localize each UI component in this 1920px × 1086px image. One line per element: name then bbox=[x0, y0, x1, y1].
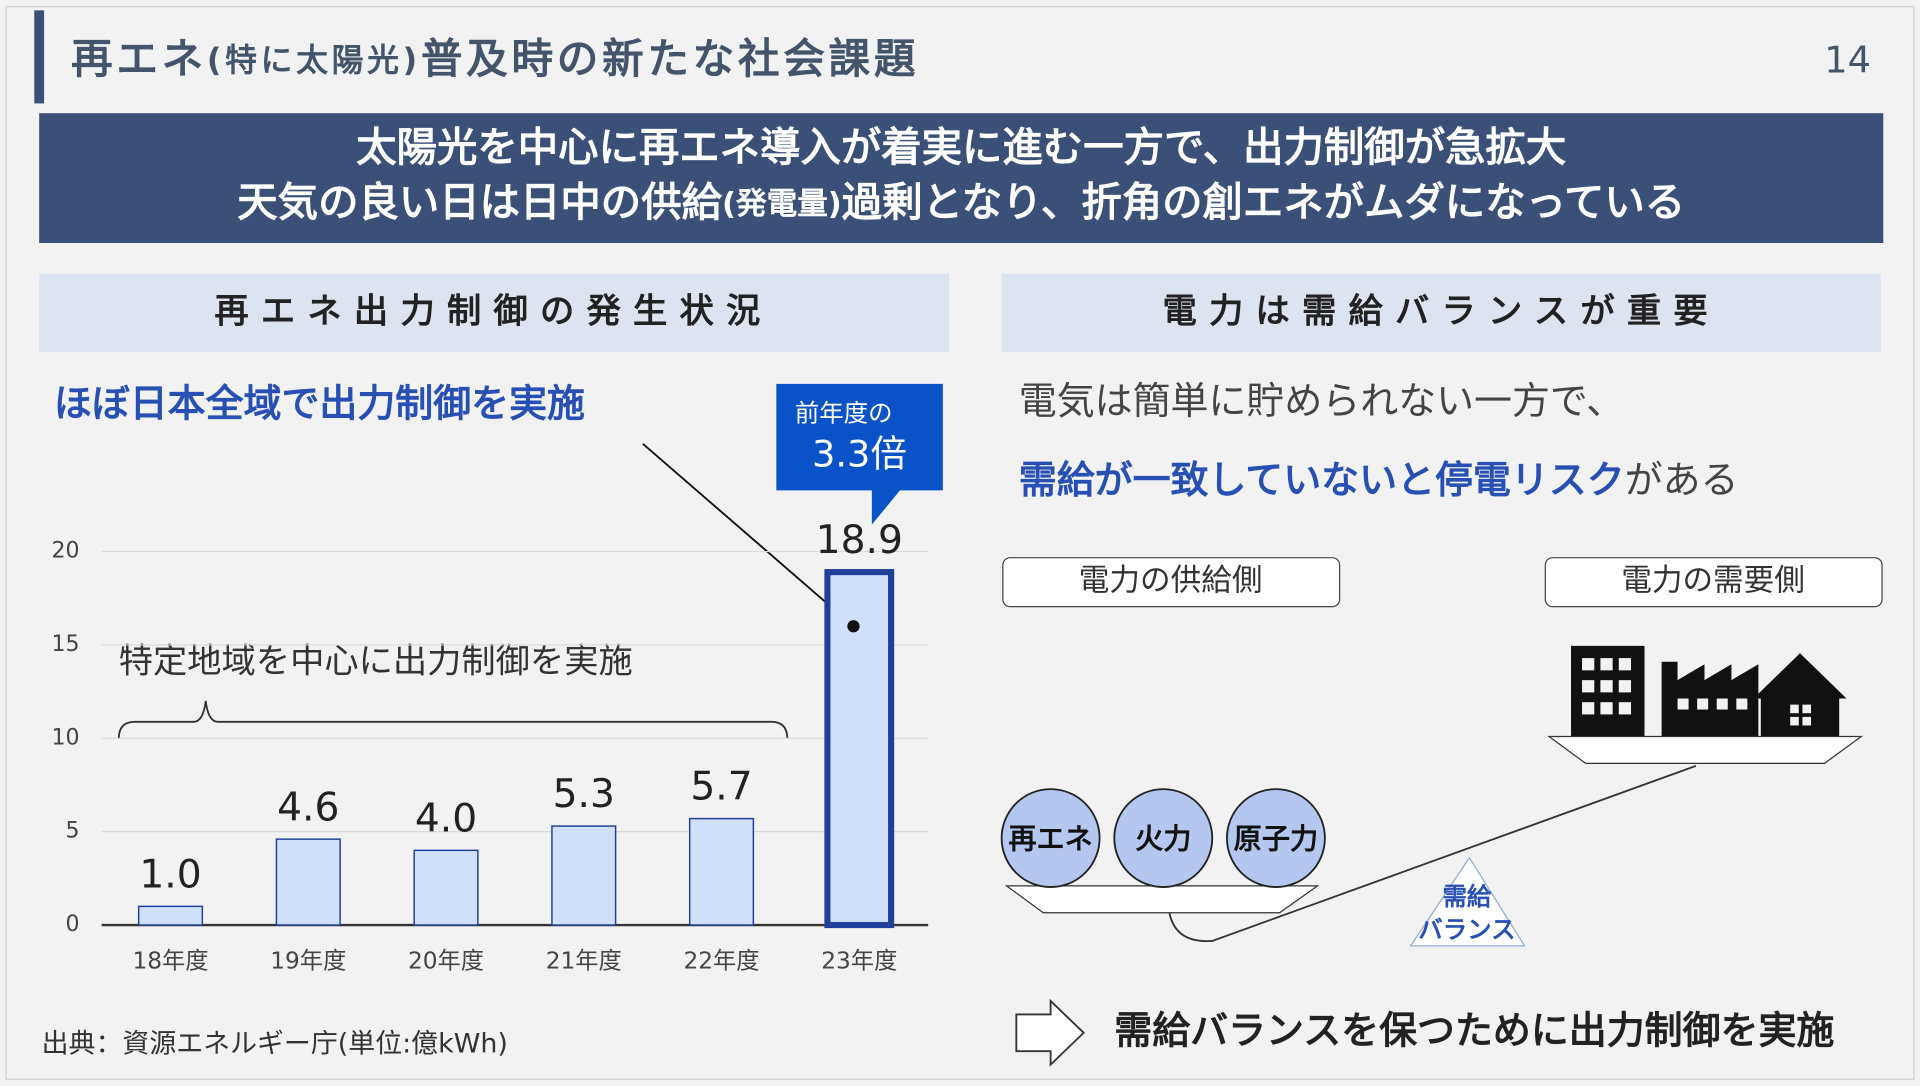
frame bbox=[5, 6, 1915, 1080]
bar bbox=[137, 905, 204, 926]
y-tick-label: 5 bbox=[66, 819, 80, 844]
callout-text: 前年度の bbox=[795, 398, 893, 427]
banner-line: 天気の良い日は日中の供給(発電量)過剰となり、折角の創エネがムダになっている bbox=[237, 178, 1685, 226]
x-tick-label: 19年度 bbox=[270, 947, 346, 974]
x-tick-label: 18年度 bbox=[132, 947, 208, 974]
title-part: (特に太陽光) bbox=[207, 41, 421, 79]
page-title: 再エネ(特に太陽光)普及時の新たな社会課題 bbox=[71, 34, 919, 83]
arrow-icon bbox=[1015, 998, 1085, 1067]
bar-chart: 0 5 10 15 20 18年度 1.0 19年度 4.6 20年度 4.0 21年度 5.3 22年度… bbox=[52, 518, 929, 974]
section-heading: 電力は需給バランスが重要 bbox=[1162, 291, 1719, 331]
x-tick-label: 20年度 bbox=[408, 947, 484, 974]
value-label: 5.7 bbox=[690, 765, 752, 810]
house-icon bbox=[1753, 653, 1847, 737]
bar bbox=[688, 817, 755, 926]
bar bbox=[551, 825, 617, 926]
section-header bbox=[39, 273, 949, 352]
balance-beam bbox=[1168, 764, 1697, 942]
callout-text: 3.3倍 bbox=[812, 433, 907, 476]
conclusion: 需給バランスを保つために出力制御を実施 bbox=[1114, 1008, 1834, 1052]
fulcrum-label: バランス bbox=[1418, 915, 1515, 944]
factory-icon bbox=[1661, 661, 1759, 737]
source-ball bbox=[1000, 788, 1101, 888]
title-accent bbox=[34, 10, 45, 104]
supply-label: 電力の供給側 bbox=[1079, 564, 1263, 599]
brace-note: 特定地域を中心に出力制御を実施 bbox=[119, 642, 633, 682]
y-tick-label: 10 bbox=[52, 725, 80, 750]
pointer-dot bbox=[847, 620, 860, 633]
demand-label: 電力の需要側 bbox=[1621, 564, 1805, 599]
right-text: 需給が一致していないと停電リスクがある bbox=[1019, 457, 1739, 501]
y-tick-label: 15 bbox=[52, 632, 80, 657]
banner-part: (発電量) bbox=[722, 187, 842, 222]
value-label: 4.0 bbox=[415, 796, 477, 841]
title-part: 普及時の新たな社会課題 bbox=[421, 34, 919, 83]
y-tick-label: 20 bbox=[52, 539, 80, 564]
source-label: 再エネ bbox=[1008, 823, 1092, 856]
fulcrum bbox=[1409, 856, 1526, 947]
fulcrum-label: 需給 bbox=[1442, 882, 1491, 911]
title-part: 再エネ bbox=[71, 34, 207, 83]
bar bbox=[413, 849, 479, 926]
sources: 再エネ 火力 原子力 bbox=[1000, 788, 1326, 888]
banner-part: 天気の良い日は日中の供給 bbox=[237, 178, 722, 226]
source-ball bbox=[1113, 788, 1214, 888]
supply-tray bbox=[1004, 885, 1320, 914]
windows bbox=[1582, 658, 1812, 726]
banner bbox=[39, 113, 1884, 244]
source: 出典：資源エネルギー庁(単位:億kWh) bbox=[42, 1029, 508, 1060]
section-heading: 再エネ出力制御の発生状況 bbox=[214, 291, 772, 331]
demand-tray bbox=[1547, 735, 1864, 765]
x-tick-label: 22年度 bbox=[683, 947, 759, 974]
callout-box bbox=[776, 383, 943, 525]
x-tick-label: 23年度 bbox=[821, 947, 897, 974]
right-text: 電気は簡単に貯められない一方で、 bbox=[1019, 379, 1624, 423]
section-header bbox=[1001, 273, 1881, 352]
banner-line: 太陽光を中心に再エネ導入が着実に進む一方で、出力制御が急拡大 bbox=[356, 123, 1566, 171]
banner-part: 過剰となり、折角の創エネがムダになっている bbox=[842, 178, 1685, 226]
emphasis: 需給が一致していないと停電リスク bbox=[1019, 457, 1625, 501]
label-box bbox=[1002, 557, 1341, 608]
label-box bbox=[1544, 557, 1883, 608]
value-label: 5.3 bbox=[553, 772, 615, 817]
x-tick-label: 21年度 bbox=[546, 947, 622, 974]
headline: ほぼ日本全域で出力制御を実施 bbox=[54, 381, 585, 425]
y-tick-label: 0 bbox=[66, 912, 80, 937]
bar bbox=[275, 838, 341, 926]
pointer-line bbox=[642, 443, 855, 627]
value-label: 18.9 bbox=[816, 518, 903, 563]
source-label: 原子力 bbox=[1234, 823, 1318, 856]
value-label: 1.0 bbox=[139, 852, 201, 897]
source-ball bbox=[1226, 788, 1326, 888]
text-part: がある bbox=[1625, 457, 1739, 501]
value-label: 4.6 bbox=[277, 785, 339, 830]
source-label: 火力 bbox=[1135, 823, 1191, 856]
page-number: 14 bbox=[1824, 38, 1871, 81]
bar bbox=[824, 569, 895, 929]
brace bbox=[117, 700, 789, 739]
